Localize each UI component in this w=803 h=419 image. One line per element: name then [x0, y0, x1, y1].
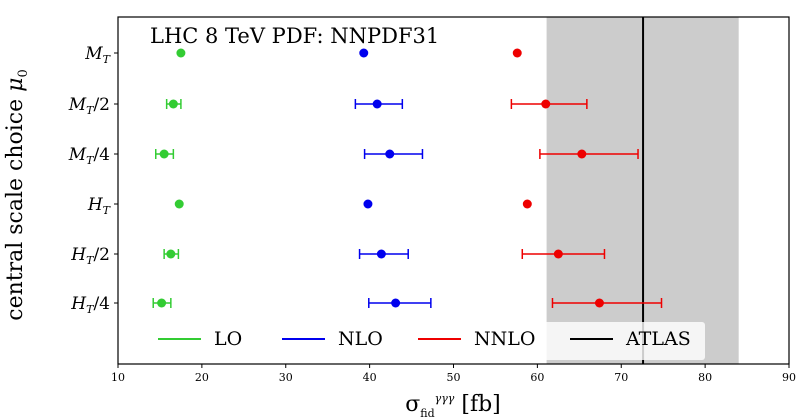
- y-axis-label: central scale choice μ0: [3, 69, 31, 321]
- nlo-point: [359, 48, 369, 58]
- lo-point-group: [152, 298, 172, 308]
- nnlo-point: [522, 199, 532, 209]
- x-tick-label: 30: [279, 371, 293, 384]
- legend-box: [150, 322, 705, 360]
- lo-point: [176, 48, 186, 58]
- y-category-label: HT/2: [70, 245, 110, 267]
- nnlo-point-group: [521, 249, 606, 259]
- nnlo-point-group: [522, 199, 532, 209]
- x-tick-label: 60: [530, 371, 544, 384]
- x-tick-label: 40: [363, 371, 377, 384]
- lo-point: [157, 298, 167, 308]
- x-tick-label: 20: [195, 371, 209, 384]
- lo-point-group: [154, 149, 175, 159]
- nnlo-point-group: [551, 298, 663, 308]
- nlo-point: [372, 99, 382, 109]
- y-category-label: MT: [84, 44, 111, 66]
- nnlo-point: [541, 99, 551, 109]
- chart-title: LHC 8 TeV PDF: NNPDF31: [150, 24, 439, 48]
- nnlo-point-group: [512, 48, 522, 58]
- y-category-label: HT/4: [70, 294, 110, 316]
- lo-point-group: [163, 249, 180, 259]
- axes: 10 20 30 40 50 60 70 80 90 MT MT/2 MT/4 HT HT/2 HT/4: [68, 44, 796, 384]
- lo-point: [174, 199, 184, 209]
- legend-label-atlas: ATLAS: [625, 328, 691, 350]
- nlo-point: [363, 199, 373, 209]
- nlo-point: [385, 149, 395, 159]
- y-category-label: MT/2: [68, 95, 110, 117]
- x-axis-label: σfidγγγ [fb]: [405, 392, 501, 419]
- nnlo-point-group: [510, 99, 588, 109]
- x-tick-label: 90: [782, 371, 796, 384]
- lo-point: [168, 99, 178, 109]
- nnlo-point: [577, 149, 587, 159]
- series-layer: [152, 48, 663, 308]
- nnlo-point: [512, 48, 522, 58]
- legend: LO NLO NNLO ATLAS: [158, 328, 691, 350]
- legend-label-nlo: NLO: [338, 328, 383, 350]
- nlo-point: [376, 249, 386, 259]
- lo-point-group: [165, 99, 182, 109]
- lo-point-group: [174, 199, 184, 209]
- legend-label-nnlo: NNLO: [474, 328, 535, 350]
- nlo-point-group: [363, 149, 424, 159]
- lo-point: [159, 149, 169, 159]
- nlo-point-group: [359, 48, 369, 58]
- x-tick-label: 50: [447, 371, 461, 384]
- x-tick-label: 10: [111, 371, 125, 384]
- y-category-label: HT: [87, 195, 112, 217]
- nlo-point: [391, 298, 401, 308]
- legend-label-lo: LO: [214, 328, 242, 350]
- lo-point: [166, 249, 176, 259]
- atlas-band-layer: [546, 17, 739, 364]
- lo-point-group: [176, 48, 186, 58]
- y-category-label: MT/4: [68, 145, 110, 167]
- nlo-point-group: [363, 199, 373, 209]
- nlo-point-group: [368, 298, 432, 308]
- x-tick-label: 70: [614, 371, 628, 384]
- nlo-point-group: [354, 99, 404, 109]
- x-tick-label: 80: [698, 371, 712, 384]
- nnlo-point: [553, 249, 563, 259]
- nnlo-point-group: [539, 149, 639, 159]
- nlo-point-group: [358, 249, 409, 259]
- nnlo-point: [594, 298, 604, 308]
